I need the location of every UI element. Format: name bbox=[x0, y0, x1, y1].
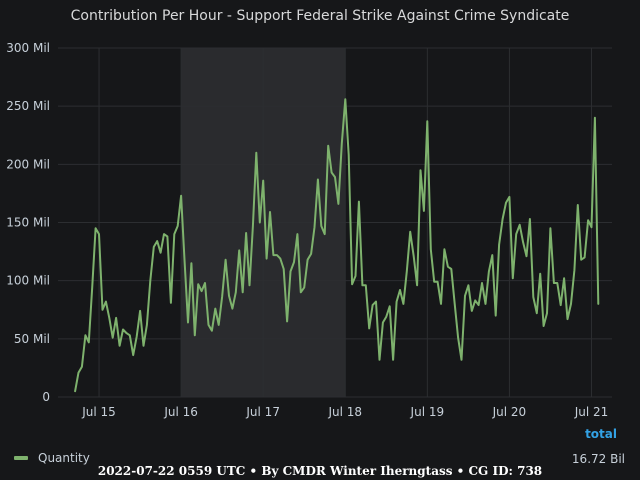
x-tick-label: Jul 18 bbox=[327, 405, 362, 419]
y-tick-label: 200 Mil bbox=[6, 157, 50, 171]
legend-swatch-quantity bbox=[14, 456, 28, 460]
x-tick-label: Jul 16 bbox=[163, 405, 198, 419]
y-tick-label: 100 Mil bbox=[6, 274, 50, 288]
series-line-quantity bbox=[74, 98, 600, 393]
x-tick-label: Jul 21 bbox=[574, 405, 609, 419]
legend-label-quantity[interactable]: Quantity bbox=[38, 451, 90, 465]
y-tick-label: 300 Mil bbox=[6, 41, 50, 55]
x-tick-label: Jul 17 bbox=[245, 405, 280, 419]
chart-title: Contribution Per Hour - Support Federal … bbox=[70, 8, 570, 24]
legend[interactable]: Quantity bbox=[14, 451, 90, 465]
y-tick-label: 0 bbox=[42, 390, 50, 404]
y-tick-label: 50 Mil bbox=[14, 332, 50, 346]
x-tick-label: Jul 19 bbox=[410, 405, 445, 419]
plot-area[interactable]: Jul 15 Jul 16 Jul 17 Jul 18 Jul 19 Jul 20 Jul … bbox=[0, 0, 640, 420]
x-tick-label: Jul 20 bbox=[492, 405, 527, 419]
footer-credit: 2022-07-22 0559 UTC • By CMDR Winter Ihe… bbox=[97, 464, 543, 478]
x-tick-label: Jul 15 bbox=[81, 405, 116, 419]
total-column-header[interactable]: total bbox=[585, 427, 617, 441]
total-value-quantity: 16.72 Bil bbox=[571, 452, 625, 466]
y-tick-label: 250 Mil bbox=[6, 99, 50, 113]
y-tick-label: 150 Mil bbox=[6, 216, 50, 230]
